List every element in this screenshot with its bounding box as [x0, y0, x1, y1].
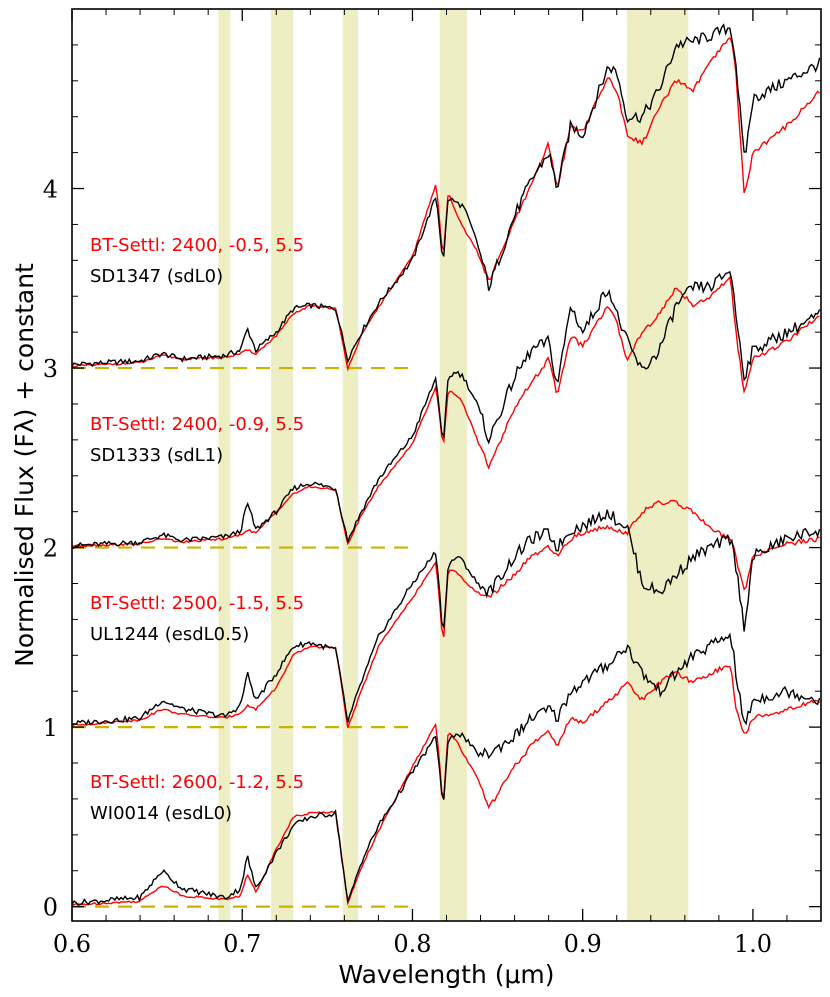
observed-line-3	[71, 632, 821, 906]
x-tick-label: 0.8	[393, 930, 431, 958]
shaded-band-group	[218, 9, 689, 921]
x-tick-label: 0.7	[223, 930, 261, 958]
shaded-band-0	[218, 9, 231, 921]
baseline-group	[72, 366, 413, 908]
y-tick-label: 0	[43, 894, 58, 922]
object-label-1: SD1333 (sdL1)	[90, 445, 223, 466]
y-tick-label: 1	[43, 714, 58, 742]
observed-line-1	[71, 270, 821, 549]
object-label-3: WI0014 (esdL0)	[90, 803, 232, 824]
observed-line-2	[71, 509, 821, 726]
y-tick-label: 2	[43, 535, 58, 563]
y-tick-label: 3	[43, 355, 58, 383]
x-tick-label: 1.0	[734, 930, 772, 958]
x-tick-label: 0.9	[564, 930, 602, 958]
shaded-band-4	[626, 9, 689, 921]
series-group	[71, 23, 821, 906]
model-label-3: BT-Settl: 2600, -1.2, 5.5	[90, 772, 304, 793]
observed-line-0	[71, 23, 821, 368]
object-label-2: UL1244 (esdL0.5)	[90, 624, 249, 645]
shaded-band-1	[271, 9, 294, 921]
y-tick-label: 4	[43, 176, 58, 204]
shaded-band-2	[342, 9, 358, 921]
model-label-0: BT-Settl: 2400, -0.5, 5.5	[90, 235, 304, 256]
model-label-2: BT-Settl: 2500, -1.5, 5.5	[90, 593, 304, 614]
x-axis-label: Wavelength (μm)	[338, 960, 554, 989]
y-axis-label: Normalised Flux (Fλ) + constant	[10, 263, 39, 667]
plot-frame	[71, 8, 822, 922]
object-label-0: SD1347 (sdL0)	[90, 266, 223, 287]
shaded-band-3	[439, 9, 467, 921]
annotation-group: BT-Settl: 2400, -0.5, 5.5 SD1347 (sdL0) BT…	[90, 235, 304, 824]
x-tick-label: 0.6	[53, 930, 91, 958]
model-label-1: BT-Settl: 2400, -0.9, 5.5	[90, 414, 304, 435]
